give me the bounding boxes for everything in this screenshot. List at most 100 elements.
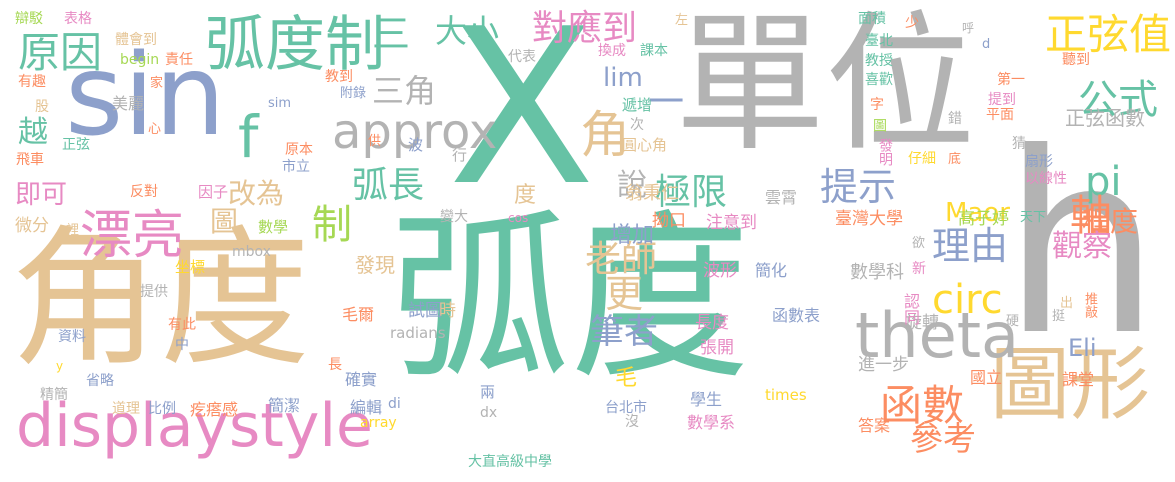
word-begin: begin xyxy=(120,52,160,68)
word-term-119: 飛車 xyxy=(16,152,44,168)
word-term-123: 表格 xyxy=(64,11,92,27)
word-term-154: 欲 xyxy=(912,236,926,251)
word-sim: sim xyxy=(268,96,292,111)
word-term-115: 美麗 xyxy=(112,94,145,113)
word-pi: pi xyxy=(1085,159,1122,205)
word-term-130: 換成 xyxy=(598,43,626,59)
word-term-127: 家 xyxy=(150,76,164,91)
word-term-145: 圖 xyxy=(871,118,887,132)
word-term-106: 市立 xyxy=(282,159,310,175)
word-term-65: 進一步 xyxy=(858,355,909,375)
word-circ: circ xyxy=(932,277,1003,323)
word-term-110: 行 xyxy=(452,146,468,164)
word-term-90: 精簡 xyxy=(40,387,68,403)
word-term-83: 時 xyxy=(439,301,456,321)
word-term-22: 弧長 xyxy=(352,165,425,206)
word-term-144: 平面 xyxy=(986,107,1014,123)
word-term-84: 毛爾 xyxy=(342,305,375,324)
word-term-140: 聽到 xyxy=(1062,52,1090,68)
word-term-87: 疙瘩感 xyxy=(190,400,239,419)
word-term-112: 次 xyxy=(630,117,644,133)
word-h: h xyxy=(1002,99,1161,390)
word-term-93: 有此 xyxy=(168,317,196,333)
word-term-12: 漂亮 xyxy=(80,206,185,266)
word-term-142: 提到 xyxy=(988,92,1016,108)
word-term-107: 原本 xyxy=(285,142,313,158)
word-term-108: 供 xyxy=(368,134,382,149)
word-term-13: 原因 xyxy=(18,28,103,77)
word-term-105: 反對 xyxy=(130,184,158,200)
word-term-122: 辯駁 xyxy=(15,11,43,27)
word-term-32: 老師 xyxy=(585,239,658,280)
word-term-14: 正弦值 xyxy=(1045,10,1172,59)
word-term-104: 因子 xyxy=(198,183,229,201)
word-term-67: 課堂 xyxy=(1062,370,1095,389)
word-term-48: 正弦函數 xyxy=(1065,106,1145,130)
word-term-128: 教到 xyxy=(325,69,353,85)
word-term-86: 簡潔 xyxy=(268,396,301,415)
word-term-24: 公式 xyxy=(1078,77,1158,123)
word-term-155: 新 xyxy=(912,261,926,277)
word-term-28: 軸 xyxy=(1070,191,1113,240)
word-term-146: 錯 xyxy=(948,111,962,127)
word-term-40: 觀察 xyxy=(1052,229,1112,264)
word-term-66: 國立 xyxy=(970,368,1003,387)
word-term-118: 正弦 xyxy=(62,137,90,153)
word-term-49: 一 xyxy=(648,82,685,123)
word-term-18: 三角 xyxy=(372,72,437,110)
word-term-36: 說 xyxy=(617,168,647,203)
word-term-89: 道理 xyxy=(112,401,140,417)
word-term-9: 弧度制 xyxy=(205,10,385,80)
word-term-136: 教授 xyxy=(865,53,893,69)
word-term-43: 圖 xyxy=(210,205,239,238)
word-term-96: 提供 xyxy=(140,284,168,300)
word-term-156: 推敲 xyxy=(1082,292,1097,318)
word-term-60: 函數表 xyxy=(772,306,821,325)
word-term-52: 臺灣大學 xyxy=(835,209,903,229)
word-term-82: 試圖 xyxy=(408,301,442,321)
word-array: array xyxy=(360,415,397,431)
word-term-120: 股 xyxy=(35,99,49,115)
word-term-141: 第一 xyxy=(997,72,1025,88)
word-term-53: 高子婷 xyxy=(958,209,1009,229)
word-term-149: 猜 xyxy=(1012,136,1026,152)
word-term-131: 課本 xyxy=(640,43,668,59)
word-term-71: 答案 xyxy=(858,416,891,435)
word-term-56: 拗口 xyxy=(652,211,686,231)
word-term-59: 簡化 xyxy=(755,261,788,280)
word-term-132: 左 xyxy=(675,13,689,28)
word-term-47: 發現 xyxy=(355,253,395,277)
word-term-100: 微分 xyxy=(15,216,49,236)
word-term-137: 喜歡 xyxy=(865,72,893,88)
word-term-35: 即可 xyxy=(15,180,68,210)
word-term-70: 數學系 xyxy=(687,413,736,432)
word-term-121: 有趣 xyxy=(18,74,46,90)
word-term-97: 坐標 xyxy=(175,258,206,276)
word-term-46: 毛 xyxy=(615,366,638,391)
word-term-102: 變大 xyxy=(440,209,468,225)
word-dx: dx xyxy=(480,405,498,421)
word-term-3: 單位 xyxy=(675,0,976,172)
word-term-30: 參考 xyxy=(910,419,976,458)
word-term-95: 資料 xyxy=(58,329,86,345)
word-term-27: 極限 xyxy=(655,172,728,213)
word-term-74: 兩 xyxy=(480,383,496,401)
word-term-152: 以線性 xyxy=(1025,171,1067,187)
word-term-15: 三 xyxy=(372,12,411,56)
word-term-17: 對應到 xyxy=(532,9,638,49)
word-term-124: 體會到 xyxy=(115,32,157,48)
word-term-55: 翁秉仁 xyxy=(625,183,679,204)
word-term-134: 少 xyxy=(905,15,919,31)
word-term-147: 仔細 xyxy=(908,151,936,167)
word-mbox: mbox xyxy=(232,244,271,260)
word-maor: Maor xyxy=(945,198,1010,228)
word-term-101: 裡 xyxy=(66,223,80,238)
word-term-135: 臺北 xyxy=(865,33,893,49)
word-d: d xyxy=(982,37,991,52)
word-sin: sin xyxy=(65,31,226,161)
word-term-114: 附錄 xyxy=(340,86,367,101)
word-term-68: 學生 xyxy=(690,390,723,409)
word-term-151: 底 xyxy=(948,152,962,167)
word-term-50: 度 xyxy=(514,183,537,208)
